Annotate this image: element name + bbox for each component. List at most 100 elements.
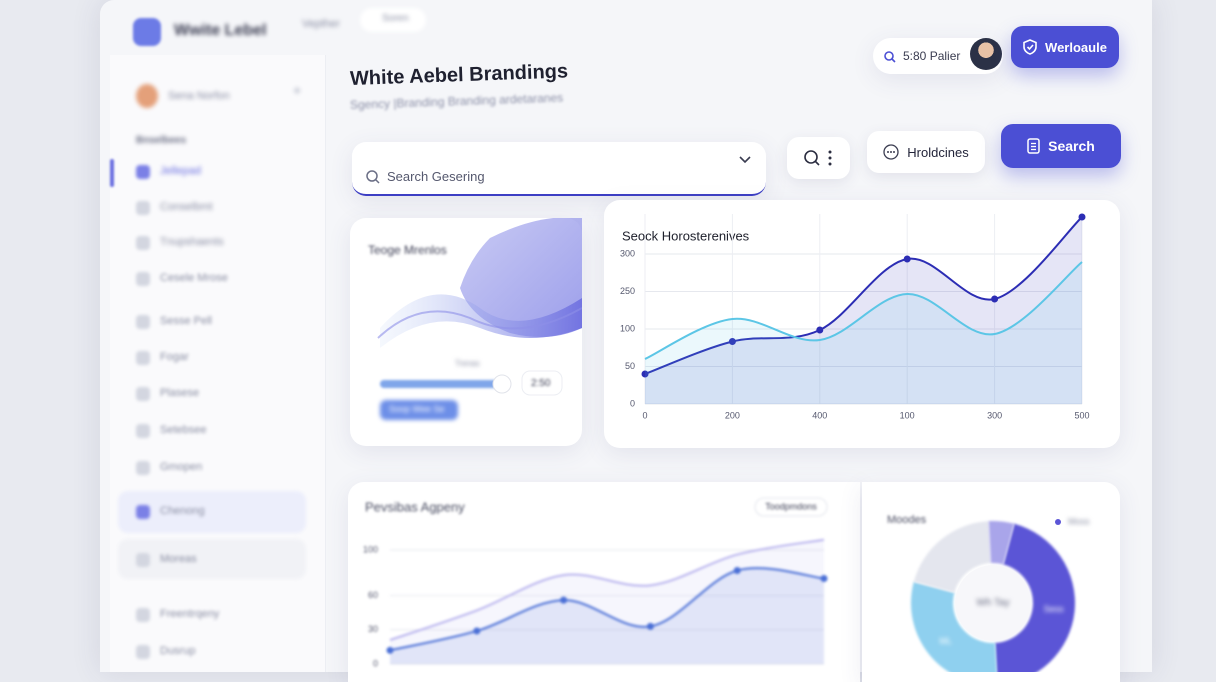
y-tick-label: 60 [368,590,378,600]
line-series [389,567,825,652]
donut-segment [988,521,1015,565]
line-series [644,261,1083,360]
y-tick-label: 300 [620,248,635,258]
sidebar-icon [136,424,150,438]
line-chart: Seock Horosterenives 0 50 100 250 300 0 200 400 1… [620,213,1090,420]
slider-track[interactable] [380,380,500,388]
line-point [733,567,741,575]
sidebar-item[interactable]: Cesele Mrose [160,272,228,284]
segment-label: ML [939,636,952,646]
shield-icon [1023,39,1037,55]
search-button-label: Search [1048,138,1095,154]
sidebar-icon [136,505,150,519]
x-tick-label: 100 [900,410,915,420]
line-point [728,338,736,345]
wave-button[interactable] [380,400,458,420]
profile-avatar[interactable] [970,38,1002,70]
nav-link[interactable]: Vepther [302,18,340,30]
wave-line [377,307,582,339]
line-point [820,575,828,582]
line-point [646,622,654,630]
add-icon[interactable]: + [293,82,302,98]
line-point [903,255,911,263]
chart-title: Pevsibas Agpeny [365,499,465,514]
x-tick-label: 500 [1074,410,1089,420]
badge-button[interactable]: Werloaule [1011,26,1119,68]
slider-value-box [521,370,563,396]
badge-button-label: Werloaule [1045,39,1107,55]
sidebar-item[interactable]: Chenong [160,505,205,517]
sidebar-item[interactable]: Dusrup [160,645,196,657]
slider-caption: Trenas [455,359,480,368]
x-tick-label: 200 [725,410,740,420]
x-tick-label: 0 [642,410,647,420]
y-tick-label: 100 [363,544,378,554]
legend-swatch [1055,519,1061,525]
y-tick-label: 0 [630,398,635,408]
donut-hole [955,565,1031,641]
line-chart: Pevsibas Agpeny Toodpmdons 0 30 60 100 [363,497,828,668]
search-input[interactable] [352,142,766,196]
wave-shape [460,218,582,337]
x-tick-label: 400 [812,410,827,420]
document-icon [1027,138,1040,154]
filter-button[interactable]: Hroldcines [867,131,985,173]
filter-icon [883,144,899,160]
section-label: Bnselbees [136,135,187,146]
sidebar-icon [136,608,150,622]
y-tick-label: 50 [625,361,635,371]
nav-pill[interactable] [360,8,426,32]
line-point [641,370,649,378]
active-marker [110,159,114,187]
sidebar-icon [136,315,150,329]
sidebar-item[interactable]: Setebsee [160,424,207,436]
sidebar-item[interactable]: Conselbmt [160,201,213,213]
line-point [991,295,999,303]
sidebar-item[interactable]: Tnupshaents [160,236,224,248]
slider-value: 2:50 [531,378,551,389]
sidebar-icon [136,272,150,286]
sidebar-icon [136,351,150,365]
sidebar-item[interactable]: Jellepad [160,165,201,177]
sidebar-item[interactable]: Plasese [160,387,200,399]
nav-link[interactable]: Soren [382,13,409,24]
main-chart-card [604,200,1120,448]
sidebar-icon [136,461,150,475]
user-search-text: 5:80 Palier [903,49,961,63]
sidebar-icon [136,553,150,567]
y-tick-label: 0 [373,658,378,668]
legend-label: Moss [1068,516,1090,526]
icon-button[interactable] [787,137,850,179]
slider-knob[interactable] [492,374,512,394]
chevron-icon[interactable] [739,155,751,165]
donut-chart: Moodes Moss Sess ML Wh Tay [887,514,1090,672]
sidebar-icon [136,165,150,179]
sidebar-item[interactable]: Moreas [160,553,197,565]
y-tick-label: 100 [620,323,635,333]
wave-button-label[interactable]: Soop Wee Se [389,404,445,414]
sidebar-icon [136,201,150,215]
line-area [645,217,1082,404]
line-series [389,538,825,642]
chart-tag-label: Toodpmdons [765,501,817,511]
sidebar-icon [136,645,150,659]
sidebar-item[interactable]: Gmopen [160,461,203,473]
y-tick-label: 30 [368,624,378,634]
search-more-icon [803,150,831,166]
wave-card-title: Teoge Mrenlos [368,243,447,257]
segment-label: Sess [1044,604,1065,614]
search-button[interactable]: Search [1001,124,1121,168]
sidebar-item[interactable]: Fogar [160,351,189,363]
sidebar-item[interactable]: Freentrqeny [160,608,220,620]
donut-segment [911,581,997,672]
line-area [390,539,824,664]
y-tick-label: 250 [620,286,635,296]
sidebar-icon [136,236,150,250]
chart-tag [754,497,828,517]
user-avatar [136,84,158,108]
donut-segment [913,521,991,593]
wave-illustration [377,218,582,420]
sidebar-item[interactable]: Sesse Pell [160,315,212,327]
